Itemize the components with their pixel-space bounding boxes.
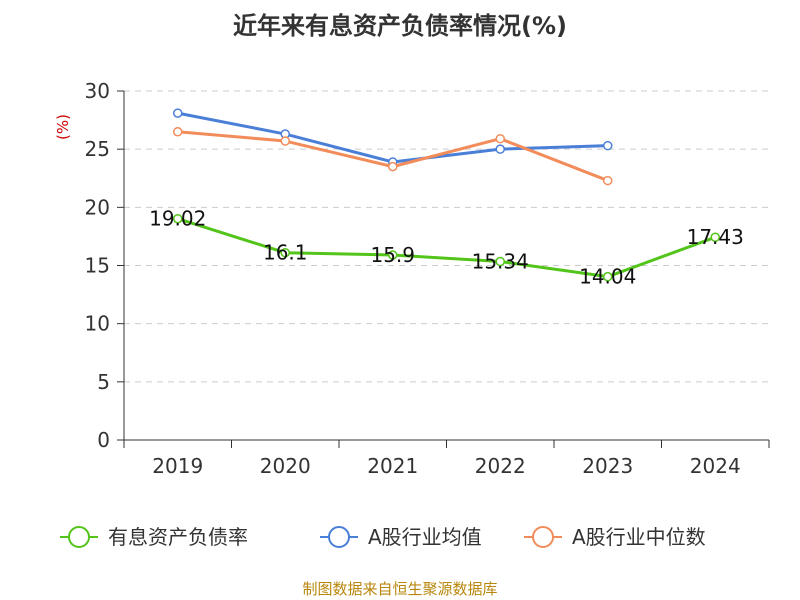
- data-point: [280, 247, 290, 258]
- x-tick-label: 2024: [690, 454, 741, 478]
- legend-swatch-marker: [68, 526, 90, 548]
- data-label: 15.34: [472, 250, 529, 274]
- data-labels: 19.02 16.1 15.9 15.34 14.04 17.43: [149, 207, 744, 289]
- data-label: 19.02: [149, 207, 206, 231]
- legend-label: A股行业中位数: [572, 525, 706, 549]
- data-label: 17.43: [687, 225, 744, 249]
- data-point: [173, 126, 183, 137]
- data-point: [388, 250, 398, 260]
- data-point: [388, 161, 398, 172]
- chart-title: 近年来有息资产负债率情况(%): [233, 12, 567, 40]
- legend[interactable]: 有息资产负债率 A股行业均值 A股行业中位数: [60, 525, 706, 549]
- legend-label: A股行业均值: [368, 525, 482, 549]
- legend-swatch-marker: [532, 526, 554, 548]
- grid-lines: [124, 90, 769, 383]
- source-note: 制图数据来自恒生聚源数据库: [302, 580, 498, 598]
- data-label: 16.1: [263, 241, 308, 265]
- data-point: [173, 213, 183, 224]
- data-label: 15.9: [370, 243, 415, 267]
- data-point: [710, 232, 720, 242]
- data-label: 14.04: [579, 265, 636, 289]
- data-point: [603, 175, 613, 186]
- data-point: [495, 144, 505, 154]
- legend-item[interactable]: A股行业均值: [320, 525, 482, 549]
- legend-item[interactable]: 有息资产负债率: [60, 525, 248, 549]
- x-tick-label: 2020: [260, 454, 311, 478]
- y-tick-label: 15: [85, 254, 110, 278]
- y-tick-label: 30: [85, 79, 110, 103]
- y-tick-label: 5: [97, 370, 110, 394]
- x-tick-label: 2022: [475, 454, 526, 478]
- legend-item[interactable]: A股行业中位数: [524, 525, 706, 549]
- y-tick-label: 20: [85, 195, 110, 219]
- series-line: [177, 130, 609, 182]
- axes: 0 5 10 15 20 25 30 2019 2020 2021 2022 2023 2024: [85, 79, 770, 478]
- data-point: [603, 140, 613, 151]
- y-tick-label: 0: [97, 428, 110, 452]
- x-tick-label: 2023: [582, 454, 633, 478]
- y-tick-label: 10: [85, 312, 110, 336]
- data-point: [495, 133, 505, 144]
- series-line: [177, 217, 716, 279]
- x-tick-label: 2019: [152, 454, 203, 478]
- legend-swatch-marker: [328, 526, 350, 548]
- legend-label: 有息资产负债率: [108, 525, 248, 549]
- data-point: [495, 256, 505, 267]
- data-point: [173, 108, 183, 118]
- y-tick-label: 25: [85, 137, 110, 161]
- data-point: [603, 271, 613, 282]
- y-axis-unit-label: (%): [54, 114, 72, 140]
- x-tick-label: 2021: [367, 454, 418, 478]
- series-lines: [173, 108, 720, 282]
- data-point: [280, 136, 290, 146]
